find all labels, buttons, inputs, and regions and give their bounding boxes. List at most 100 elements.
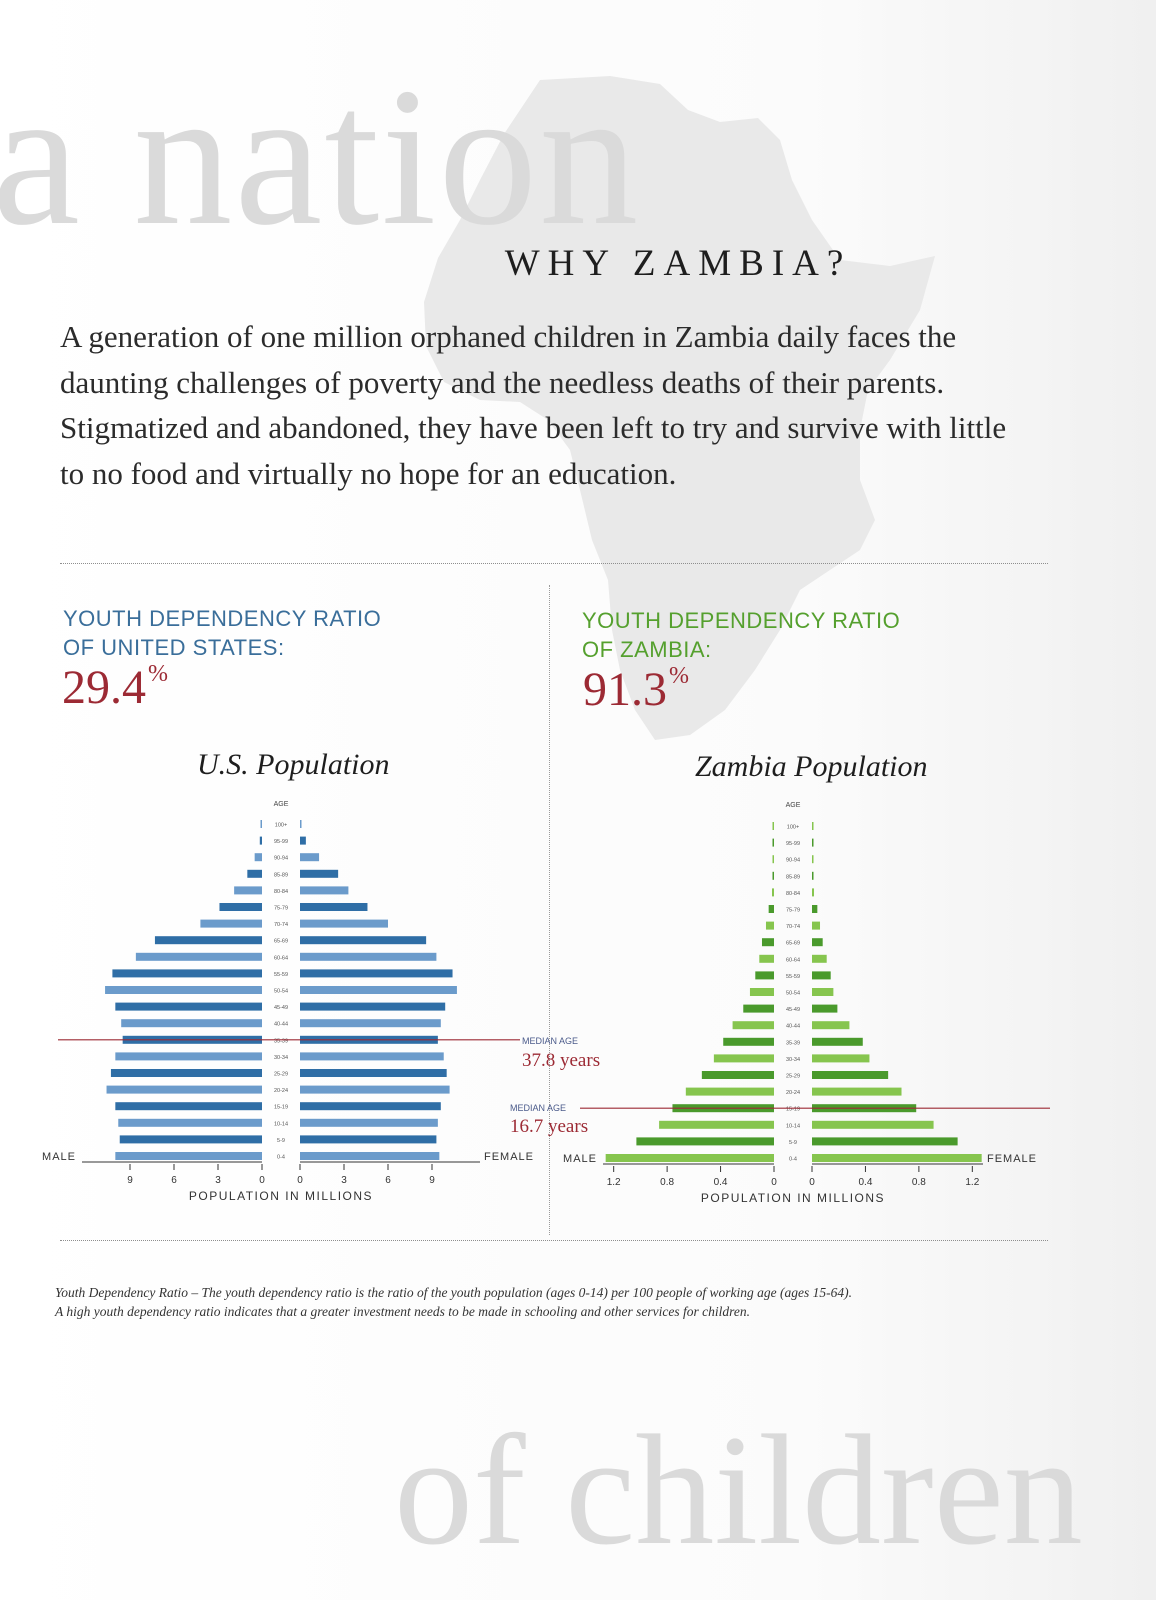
us-xlabel: POPULATION IN MILLIONS xyxy=(189,1189,373,1203)
us-bar-male-60-64 xyxy=(135,952,262,961)
zm-bar-male-20-24 xyxy=(685,1087,774,1096)
zm-age-tick-0-4: 0-4 xyxy=(789,1157,797,1163)
page-heading: WHY ZAMBIA? xyxy=(504,243,852,284)
us-bar-female-30-34 xyxy=(300,1052,444,1061)
zm-age-tick-45-49: 45-49 xyxy=(786,1007,800,1013)
us-age-tick-10-14: 10-14 xyxy=(274,1121,288,1127)
us-bar-female-80-84 xyxy=(300,886,349,895)
zm-age-tick-65-69: 65-69 xyxy=(786,941,800,947)
us-population-pyramid: AGE100+95-9990-9485-8980-8475-7970-7465-… xyxy=(42,801,600,1203)
zm-age-tick-40-44: 40-44 xyxy=(786,1024,800,1030)
zm-age-tick-20-24: 20-24 xyxy=(786,1090,800,1096)
us-age-tick-85-89: 85-89 xyxy=(274,872,288,878)
zm-tick-label-female-0: 0 xyxy=(809,1177,815,1188)
zm-bar-male-55-59 xyxy=(755,971,774,980)
zm-tick-label-male-0.8: 0.8 xyxy=(660,1177,674,1188)
zm-bar-male-95-99 xyxy=(772,838,774,847)
us-tick-label-male-3: 3 xyxy=(215,1175,221,1186)
divider-top xyxy=(60,563,1048,564)
us-tick-label-female-9: 9 xyxy=(429,1175,435,1186)
zm-age-tick-10-14: 10-14 xyxy=(786,1123,800,1129)
zm-bar-male-50-54 xyxy=(749,988,774,996)
us-bar-male-70-74 xyxy=(200,919,262,928)
zm-bar-female-45-49 xyxy=(812,1004,838,1013)
zm-tick-label-female-0.4: 0.4 xyxy=(858,1177,872,1188)
zm-xlabel: POPULATION IN MILLIONS xyxy=(701,1191,885,1205)
divider-vertical xyxy=(549,585,550,1235)
us-bar-female-50-54 xyxy=(300,986,457,994)
zm-bar-female-50-54 xyxy=(812,988,834,996)
zm-bar-male-10-14 xyxy=(659,1120,774,1129)
us-age-tick-35-39: 35-39 xyxy=(274,1038,288,1044)
us-bar-male-25-29 xyxy=(110,1069,262,1077)
us-tick-label-male-9: 9 xyxy=(127,1175,133,1186)
divider-bottom xyxy=(60,1240,1048,1241)
zm-age-tick-60-64: 60-64 xyxy=(786,957,800,963)
zm-age-tick-30-34: 30-34 xyxy=(786,1057,800,1063)
zm-bar-male-85-89 xyxy=(772,871,774,880)
zm-age-tick-85-89: 85-89 xyxy=(786,874,800,880)
zm-age-tick-15-19: 15-19 xyxy=(786,1107,800,1113)
us-bar-female-85-89 xyxy=(300,869,339,878)
zm-bar-male-80-84 xyxy=(771,888,774,897)
zm-bar-female-70-74 xyxy=(812,921,821,930)
us-bar-male-0-4 xyxy=(115,1152,262,1160)
zm-bar-female-10-14 xyxy=(812,1120,934,1129)
us-bar-male-10-14 xyxy=(118,1118,263,1127)
zm-tick-label-male-0: 0 xyxy=(771,1177,777,1188)
watermark-of-children: of children xyxy=(394,1403,1083,1578)
zm-bar-female-85-89 xyxy=(812,871,814,880)
us-bar-female-40-44 xyxy=(300,1019,441,1028)
zm-bar-female-5-9 xyxy=(812,1137,958,1146)
us-bar-male-30-34 xyxy=(115,1052,262,1061)
zambia-population-pyramid: AGE 100+ 95-99 90-94 85-89 80-84 75-79 70-74 65-… xyxy=(510,802,1050,1205)
us-bar-male-15-19 xyxy=(115,1102,262,1111)
zm-bar-female-55-59 xyxy=(812,971,831,980)
us-female-label: FEMALE xyxy=(484,1151,534,1163)
us-bar-female-45-49 xyxy=(300,1002,446,1011)
us-age-tick-20-24: 20-24 xyxy=(274,1088,288,1094)
zm-bar-female-60-64 xyxy=(812,954,827,963)
us-tick-label-male-0: 0 xyxy=(259,1175,265,1186)
us-bar-female-75-79 xyxy=(300,903,368,911)
zm-tick-label-male-0.4: 0.4 xyxy=(714,1177,728,1188)
zm-age-tick-5-9: 5-9 xyxy=(789,1140,797,1146)
us-bar-male-20-24 xyxy=(106,1085,263,1094)
zm-age-tick-35-39: 35-39 xyxy=(786,1040,800,1046)
zm-median-value: 16.7 years xyxy=(510,1116,588,1137)
us-age-tick-60-64: 60-64 xyxy=(274,955,288,961)
zm-bar-male-0-4 xyxy=(605,1154,774,1162)
zm-tick-label-female-1.2: 1.2 xyxy=(965,1177,979,1188)
us-bar-male-90-94 xyxy=(254,853,262,862)
us-bar-female-70-74 xyxy=(300,919,388,928)
zm-bar-male-90-94 xyxy=(772,855,774,864)
zm-bar-male-30-34 xyxy=(713,1054,774,1063)
us-bar-male-5-9 xyxy=(119,1135,262,1144)
zm-bar-male-35-39 xyxy=(723,1037,774,1046)
us-age-tick-70-74: 70-74 xyxy=(274,922,288,928)
zm-age-label: AGE xyxy=(786,802,801,809)
us-ratio-label: YOUTH DEPENDENCY RATIO OF UNITED STATES: xyxy=(63,606,382,660)
zm-bar-female-35-39 xyxy=(812,1037,863,1046)
intro-paragraph: A generation of one million orphaned chi… xyxy=(60,319,1007,491)
us-bar-female-5-9 xyxy=(300,1135,437,1144)
zm-bar-female-80-84 xyxy=(812,888,815,897)
zm-bar-male-45-49 xyxy=(743,1004,774,1013)
zm-age-tick-75-79: 75-79 xyxy=(786,908,800,914)
zm-bar-female-40-44 xyxy=(812,1021,850,1030)
us-bar-female-90-94 xyxy=(300,853,320,862)
zm-bar-male-5-9 xyxy=(636,1137,774,1146)
zm-bar-male-65-69 xyxy=(761,938,774,947)
us-age-tick-100+: 100+ xyxy=(275,823,287,829)
zm-bar-male-70-74 xyxy=(765,921,774,930)
us-bar-male-75-79 xyxy=(219,903,262,911)
us-age-tick-5-9: 5-9 xyxy=(277,1138,285,1144)
us-bar-male-40-44 xyxy=(121,1019,262,1028)
us-bar-female-25-29 xyxy=(300,1069,447,1077)
us-bar-female-0-4 xyxy=(300,1152,440,1160)
us-age-tick-65-69: 65-69 xyxy=(274,939,288,945)
us-bar-female-15-19 xyxy=(300,1102,441,1111)
us-bar-female-95-99 xyxy=(300,836,306,845)
us-chart-title: U.S. Population xyxy=(197,748,390,781)
zm-age-tick-95-99: 95-99 xyxy=(786,841,800,847)
